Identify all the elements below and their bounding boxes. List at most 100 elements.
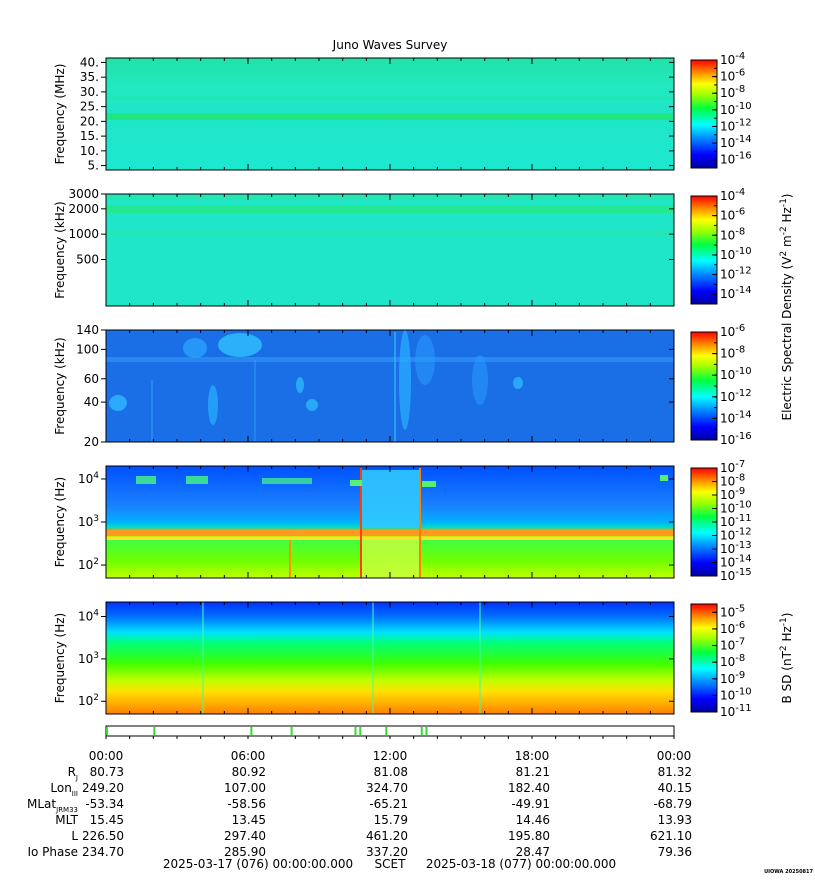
- emission-blob: [399, 330, 411, 430]
- y-tick-label: 35.: [80, 70, 99, 84]
- colorbar-tick-label: 10-8: [720, 473, 745, 489]
- axis-khz-low: 140 100 60 40 20 Frequency (kHz): [53, 323, 675, 449]
- cavity-region: [362, 470, 420, 528]
- ephemeris-value: 249.20: [82, 781, 124, 795]
- colorbar-tick-label: 10-16: [720, 151, 752, 167]
- ephemeris-value: 15.79: [374, 813, 408, 827]
- colorbar-khz_lo: [690, 331, 718, 441]
- cavity-lower: [362, 540, 420, 578]
- axis-mhz: 40.35.30.25.20.15.10.5. Frequency (MHz): [53, 55, 675, 173]
- y-tick-label: 40.: [80, 55, 99, 69]
- band-400hz: [106, 537, 674, 540]
- colorbar-mhz: [690, 59, 718, 169]
- y-axis-label: Frequency (MHz): [53, 64, 67, 165]
- mode-mark: [153, 727, 156, 735]
- mode-mark: [250, 727, 253, 735]
- mode-mark: [359, 727, 362, 735]
- ephemeris-value: 285.90: [224, 845, 266, 859]
- colorbar-tick-label: 10-11: [720, 703, 752, 719]
- footer-scet-label: SCET: [375, 857, 407, 871]
- ephemeris-value: -53.34: [85, 797, 124, 811]
- emission-blob: [208, 385, 218, 425]
- panel-hz-electric: 104 103 102 Frequency (Hz): [53, 465, 675, 579]
- colorbar-tick-label: 10-13: [720, 540, 752, 556]
- electric-colorbar-label: Electric Spectral Density (V2 m-2 Hz-1): [779, 193, 794, 420]
- y-tick-label: 3000: [68, 187, 99, 201]
- colorbar-tick-label: 10-8: [720, 226, 745, 242]
- y-tick-label: 500: [76, 252, 99, 266]
- band-80khz: [106, 357, 674, 362]
- ephemeris-value: 81.08: [374, 765, 408, 779]
- y-tick-label: 2000: [68, 202, 99, 216]
- ephemeris-label: LonIII: [50, 781, 78, 798]
- emission-blob: [218, 333, 262, 357]
- y-tick-label: 103: [78, 651, 99, 666]
- panel-khz-low: 140 100 60 40 20 Frequency (kHz): [53, 323, 675, 449]
- mode-mark: [354, 727, 357, 735]
- ephemeris-label: MLatJRM33: [27, 797, 78, 814]
- ephemeris-value: 297.40: [224, 829, 266, 843]
- mode-mark: [290, 727, 293, 735]
- emission-blob: [415, 335, 435, 385]
- colorbar-tick-label: 10-10: [720, 246, 752, 262]
- ephemeris-value: -65.21: [369, 797, 408, 811]
- ephemeris-value: -49.91: [511, 797, 550, 811]
- y-tick-label: 20.: [80, 114, 99, 128]
- figure-title: Juno Waves Survey: [332, 38, 448, 52]
- band-600hz: [106, 530, 674, 536]
- emission-patch: [350, 480, 362, 486]
- ephemeris-value: 234.70: [82, 845, 124, 859]
- mode-mark: [385, 727, 388, 735]
- panel-hz-magnetic: 104 103 102 Frequency (Hz): [53, 601, 675, 715]
- colorbar-tick-label: 10-6: [720, 323, 745, 339]
- colorbar-tick-label: 10-15: [720, 567, 752, 583]
- colorbar-tick-label: 10-12: [720, 388, 752, 404]
- emission-patch: [422, 481, 436, 487]
- ephemeris-value: 182.40: [508, 781, 550, 795]
- band-1000khz: [106, 231, 674, 235]
- y-tick-label: 25.: [80, 100, 99, 114]
- ephemeris-value: -58.56: [227, 797, 266, 811]
- x-tick-label: 00:00: [657, 749, 692, 763]
- ephemeris-value: 226.50: [82, 829, 124, 843]
- colorbar-tick-label: 10-14: [720, 134, 752, 150]
- ephemeris-table: RJ 80.73 80.92 81.08 81.21 81.32 LonIII 249.20 1…: [27, 765, 692, 859]
- credit-label: UIOWA 20250817: [764, 869, 813, 875]
- axis-hz-magnetic: 104 103 102 Frequency (Hz): [53, 601, 675, 715]
- y-tick-label: 102: [78, 557, 99, 572]
- emission-blob: [109, 395, 127, 411]
- spectrogram-hz-magnetic: [106, 602, 674, 714]
- ephemeris-value: 15.45: [90, 813, 124, 827]
- y-axis-label: Frequency (Hz): [53, 613, 67, 704]
- y-tick-label: 102: [78, 693, 99, 708]
- mode-marks: [105, 727, 675, 739]
- y-tick-label: 100: [76, 342, 99, 356]
- y-tick-label: 15.: [80, 129, 99, 143]
- x-tick-label: 00:00: [89, 749, 124, 763]
- emission-patch: [186, 476, 208, 484]
- colorbar-tick-label: 10-8: [720, 345, 745, 361]
- colorbar-tick-label: 10-9: [720, 670, 745, 686]
- colorbar-tick-label: 10-7: [720, 459, 745, 475]
- time-axis-labels: 00:00 06:00 12:00 18:00 00:00: [89, 749, 692, 763]
- mode-mark: [420, 727, 423, 735]
- y-axis-label: Frequency (Hz): [53, 477, 67, 568]
- footer-end-time: 2025-03-18 (077) 00:00:00.000: [426, 857, 616, 871]
- colorbar-tick-label: 10-6: [720, 68, 745, 84]
- ephemeris-label: L: [71, 829, 78, 843]
- y-tick-label: 20: [84, 435, 99, 449]
- colorbar-tick-label: 10-12: [720, 266, 752, 282]
- ephemeris-value: 621.10: [650, 829, 692, 843]
- axis-hz-electric: 104 103 102 Frequency (Hz): [53, 465, 675, 579]
- emission-blob: [472, 355, 488, 405]
- ephemeris-value: 40.15: [658, 781, 692, 795]
- colorbar-tick-label: 10-10: [720, 366, 752, 382]
- mode-mark: [425, 727, 428, 735]
- mode-strip: [105, 725, 675, 739]
- emission-patch: [262, 478, 312, 484]
- colorbar-tick-label: 10-5: [720, 603, 745, 619]
- ephemeris-value: 79.36: [658, 845, 692, 859]
